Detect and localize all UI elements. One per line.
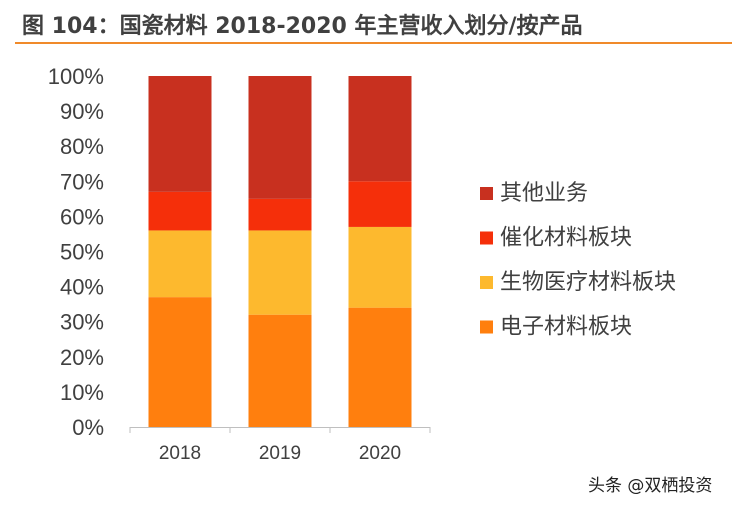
y-tick-label: 0% — [72, 415, 104, 440]
legend-label: 电子材料板块 — [500, 315, 632, 340]
chart-title: 图 104：国瓷材料 2018-2020 年主营收入划分/按产品 — [22, 14, 583, 39]
legend-swatch-0 — [480, 187, 493, 200]
x-tick-label: 2019 — [259, 443, 301, 464]
legend-label: 催化材料板块 — [500, 226, 632, 251]
bar-2020-series-2 — [348, 181, 412, 227]
legend-label: 其他业务 — [500, 181, 588, 206]
y-tick-label: 10% — [60, 380, 104, 405]
y-tick-label: 20% — [60, 345, 104, 370]
source-watermark: 头条 @双栖投资 — [588, 476, 713, 496]
legend-swatch-3 — [480, 320, 493, 334]
y-tick-label: 80% — [60, 134, 104, 159]
x-tick-label: 2018 — [159, 443, 201, 464]
bar-2018-series-3 — [148, 76, 212, 192]
bar-2019-series-2 — [248, 198, 312, 231]
bar-2018-series-0 — [148, 297, 212, 427]
y-tick-label: 40% — [60, 275, 104, 300]
y-tick-label: 70% — [60, 169, 104, 194]
bar-2020-series-0 — [348, 307, 412, 427]
y-tick-label: 30% — [60, 310, 104, 335]
legend-label: 生物医疗材料板块 — [500, 270, 676, 295]
legend-swatch-2 — [480, 276, 493, 289]
y-tick-label: 100% — [48, 64, 104, 89]
bar-2019-series-1 — [248, 230, 312, 315]
bar-2019-series-3 — [248, 76, 312, 199]
bar-2020-series-1 — [348, 226, 412, 308]
x-tick-label: 2020 — [359, 443, 401, 464]
title-divider — [15, 42, 732, 44]
y-tick-label: 60% — [60, 204, 104, 229]
legend-swatch-1 — [480, 231, 493, 245]
bar-2018-series-1 — [148, 230, 212, 298]
y-tick-label: 90% — [60, 99, 104, 124]
bar-2019-series-0 — [248, 314, 312, 427]
y-tick-label: 50% — [60, 240, 104, 265]
bar-2018-series-2 — [148, 191, 212, 231]
bar-2020-series-3 — [348, 76, 412, 182]
